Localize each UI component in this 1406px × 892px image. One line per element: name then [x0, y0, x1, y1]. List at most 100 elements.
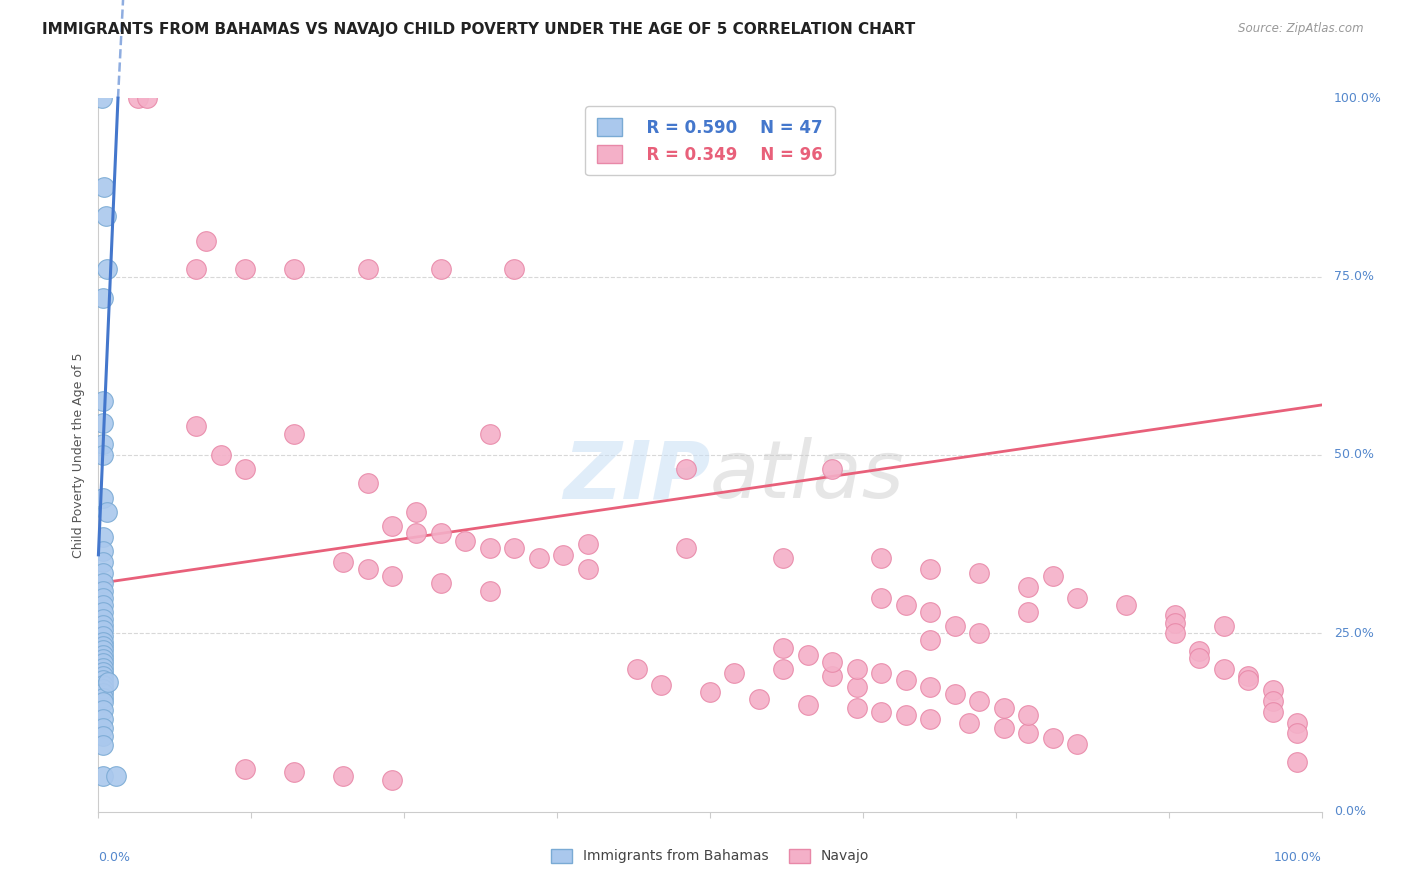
Point — [381, 772, 404, 787]
Point — [356, 562, 378, 576]
Point — [1212, 662, 1234, 676]
Point — [1066, 737, 1088, 751]
Text: 0.0%: 0.0% — [1334, 805, 1365, 818]
Point — [91, 612, 114, 626]
Text: 100.0%: 100.0% — [1334, 92, 1382, 104]
Text: IMMIGRANTS FROM BAHAMAS VS NAVAJO CHILD POVERTY UNDER THE AGE OF 5 CORRELATION C: IMMIGRANTS FROM BAHAMAS VS NAVAJO CHILD … — [42, 22, 915, 37]
Point — [405, 526, 427, 541]
Point — [772, 662, 794, 676]
Point — [430, 576, 453, 591]
Point — [503, 541, 526, 555]
Point — [626, 662, 648, 676]
Point — [96, 262, 118, 277]
Point — [967, 626, 990, 640]
Point — [430, 262, 453, 277]
Point — [1164, 626, 1187, 640]
Point — [772, 640, 794, 655]
Point — [94, 209, 117, 223]
Text: atlas: atlas — [710, 437, 905, 516]
Point — [870, 705, 893, 719]
Point — [91, 652, 114, 666]
Point — [104, 769, 127, 783]
Point — [957, 715, 980, 730]
Text: Source: ZipAtlas.com: Source: ZipAtlas.com — [1239, 22, 1364, 36]
Point — [91, 648, 114, 662]
Point — [1042, 731, 1064, 746]
Point — [91, 769, 114, 783]
Point — [91, 544, 114, 558]
Point — [356, 262, 378, 277]
Point — [1164, 608, 1187, 623]
Point — [186, 419, 208, 434]
Point — [381, 569, 404, 583]
Point — [91, 583, 114, 598]
Point — [967, 694, 990, 708]
Point — [96, 505, 118, 519]
Point — [920, 562, 942, 576]
Point — [91, 635, 114, 649]
Point — [91, 605, 114, 619]
Point — [894, 708, 917, 723]
Point — [870, 665, 893, 680]
Text: 50.0%: 50.0% — [1334, 449, 1374, 461]
Point — [675, 541, 697, 555]
Point — [233, 462, 256, 476]
Point — [1188, 651, 1211, 665]
Point — [283, 426, 305, 441]
Point — [91, 729, 114, 743]
Point — [1261, 683, 1284, 698]
Point — [993, 701, 1015, 715]
Point — [91, 576, 114, 591]
Point — [1261, 694, 1284, 708]
Point — [91, 639, 114, 653]
Point — [91, 566, 114, 580]
Point — [91, 617, 114, 632]
Point — [1286, 726, 1309, 740]
Point — [1212, 619, 1234, 633]
Point — [283, 262, 305, 277]
Point — [91, 416, 114, 430]
Point — [430, 526, 453, 541]
Point — [920, 712, 942, 726]
Point — [91, 703, 114, 717]
Point — [576, 562, 599, 576]
Point — [91, 291, 114, 305]
Point — [209, 448, 232, 462]
Point — [91, 673, 114, 688]
Point — [136, 91, 159, 105]
Point — [748, 692, 770, 706]
Point — [91, 660, 114, 674]
Point — [1017, 726, 1039, 740]
Point — [920, 605, 942, 619]
Y-axis label: Child Poverty Under the Age of 5: Child Poverty Under the Age of 5 — [72, 352, 86, 558]
Point — [845, 701, 868, 715]
Point — [91, 712, 114, 726]
Point — [723, 665, 745, 680]
Point — [1188, 644, 1211, 658]
Point — [1017, 580, 1039, 594]
Point — [454, 533, 477, 548]
Point — [943, 619, 966, 633]
Point — [894, 673, 917, 687]
Point — [870, 551, 893, 566]
Point — [503, 262, 526, 277]
Point — [91, 624, 114, 638]
Point — [993, 721, 1015, 735]
Point — [821, 462, 844, 476]
Text: 25.0%: 25.0% — [1334, 627, 1374, 640]
Point — [93, 180, 115, 194]
Point — [91, 629, 114, 643]
Point — [283, 765, 305, 780]
Point — [943, 687, 966, 701]
Point — [845, 662, 868, 676]
Point — [1237, 669, 1260, 683]
Point — [332, 769, 354, 783]
Point — [478, 583, 501, 598]
Point — [1017, 708, 1039, 723]
Point — [821, 669, 844, 683]
Point — [1261, 705, 1284, 719]
Point — [91, 678, 114, 692]
Point — [381, 519, 404, 533]
Point — [576, 537, 599, 551]
Point — [845, 680, 868, 694]
